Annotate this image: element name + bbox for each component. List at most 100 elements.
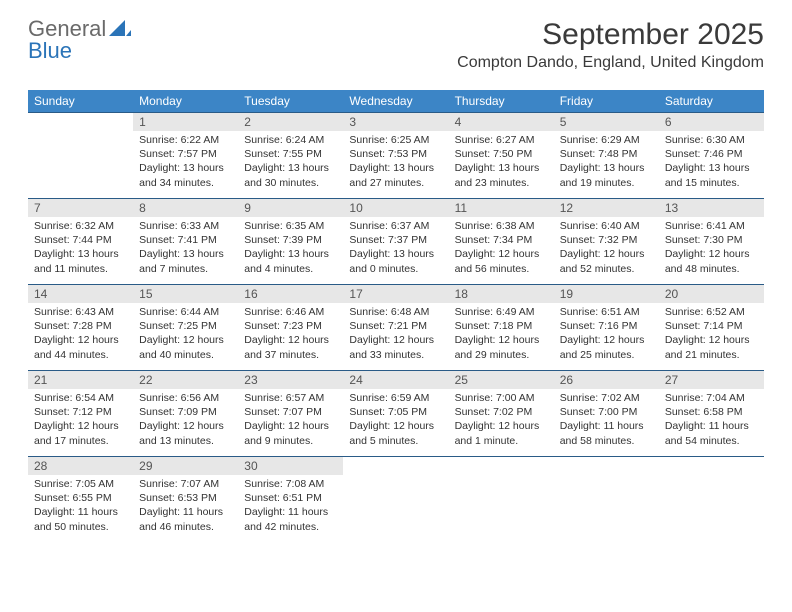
daylight-text: Daylight: 13 hours and 30 minutes.: [244, 161, 337, 189]
sunrise-text: Sunrise: 7:02 AM: [560, 391, 653, 405]
sunset-text: Sunset: 6:51 PM: [244, 491, 337, 505]
day-number: 25: [449, 371, 554, 389]
day-number: 12: [554, 199, 659, 217]
daylight-text: Daylight: 12 hours and 33 minutes.: [349, 333, 442, 361]
sunrise-text: Sunrise: 6:37 AM: [349, 219, 442, 233]
sunrise-text: Sunrise: 6:29 AM: [560, 133, 653, 147]
sunset-text: Sunset: 7:32 PM: [560, 233, 653, 247]
calendar-cell: 1Sunrise: 6:22 AMSunset: 7:57 PMDaylight…: [133, 113, 238, 199]
day-number: 18: [449, 285, 554, 303]
daylight-text: Daylight: 12 hours and 48 minutes.: [665, 247, 758, 275]
calendar-cell: 3Sunrise: 6:25 AMSunset: 7:53 PMDaylight…: [343, 113, 448, 199]
daylight-text: Daylight: 12 hours and 21 minutes.: [665, 333, 758, 361]
calendar-cell: 19Sunrise: 6:51 AMSunset: 7:16 PMDayligh…: [554, 285, 659, 371]
cell-body: Sunrise: 6:33 AMSunset: 7:41 PMDaylight:…: [133, 217, 238, 280]
day-number: 7: [28, 199, 133, 217]
sunset-text: Sunset: 7:34 PM: [455, 233, 548, 247]
daylight-text: Daylight: 13 hours and 23 minutes.: [455, 161, 548, 189]
sunrise-text: Sunrise: 7:00 AM: [455, 391, 548, 405]
day-number: 24: [343, 371, 448, 389]
calendar-cell: 24Sunrise: 6:59 AMSunset: 7:05 PMDayligh…: [343, 371, 448, 457]
cell-body: Sunrise: 6:51 AMSunset: 7:16 PMDaylight:…: [554, 303, 659, 366]
sunrise-text: Sunrise: 6:41 AM: [665, 219, 758, 233]
calendar-cell: 26Sunrise: 7:02 AMSunset: 7:00 PMDayligh…: [554, 371, 659, 457]
sunset-text: Sunset: 7:55 PM: [244, 147, 337, 161]
daylight-text: Daylight: 12 hours and 29 minutes.: [455, 333, 548, 361]
sunset-text: Sunset: 7:05 PM: [349, 405, 442, 419]
day-header: Saturday: [659, 90, 764, 113]
day-header: Tuesday: [238, 90, 343, 113]
sunrise-text: Sunrise: 6:48 AM: [349, 305, 442, 319]
cell-body: Sunrise: 7:02 AMSunset: 7:00 PMDaylight:…: [554, 389, 659, 452]
daylight-text: Daylight: 11 hours and 46 minutes.: [139, 505, 232, 533]
daylight-text: Daylight: 13 hours and 4 minutes.: [244, 247, 337, 275]
cell-body: Sunrise: 6:27 AMSunset: 7:50 PMDaylight:…: [449, 131, 554, 194]
calendar-cell: 11Sunrise: 6:38 AMSunset: 7:34 PMDayligh…: [449, 199, 554, 285]
sunset-text: Sunset: 7:39 PM: [244, 233, 337, 247]
cell-body: Sunrise: 6:35 AMSunset: 7:39 PMDaylight:…: [238, 217, 343, 280]
sunset-text: Sunset: 7:50 PM: [455, 147, 548, 161]
cell-body: Sunrise: 6:41 AMSunset: 7:30 PMDaylight:…: [659, 217, 764, 280]
sunset-text: Sunset: 7:02 PM: [455, 405, 548, 419]
day-number: 17: [343, 285, 448, 303]
sunset-text: Sunset: 7:30 PM: [665, 233, 758, 247]
day-number: 5: [554, 113, 659, 131]
day-number: 15: [133, 285, 238, 303]
calendar-cell: 21Sunrise: 6:54 AMSunset: 7:12 PMDayligh…: [28, 371, 133, 457]
calendar-cell: [28, 113, 133, 199]
calendar-cell: [554, 457, 659, 543]
sunrise-text: Sunrise: 6:43 AM: [34, 305, 127, 319]
cell-body: Sunrise: 6:37 AMSunset: 7:37 PMDaylight:…: [343, 217, 448, 280]
daylight-text: Daylight: 11 hours and 54 minutes.: [665, 419, 758, 447]
day-number: 27: [659, 371, 764, 389]
day-header: Thursday: [449, 90, 554, 113]
calendar-cell: 20Sunrise: 6:52 AMSunset: 7:14 PMDayligh…: [659, 285, 764, 371]
calendar-cell: 7Sunrise: 6:32 AMSunset: 7:44 PMDaylight…: [28, 199, 133, 285]
cell-body: Sunrise: 6:48 AMSunset: 7:21 PMDaylight:…: [343, 303, 448, 366]
sunset-text: Sunset: 7:41 PM: [139, 233, 232, 247]
cell-body: Sunrise: 6:25 AMSunset: 7:53 PMDaylight:…: [343, 131, 448, 194]
day-number: 10: [343, 199, 448, 217]
calendar-cell: [659, 457, 764, 543]
daylight-text: Daylight: 11 hours and 42 minutes.: [244, 505, 337, 533]
cell-body: Sunrise: 6:56 AMSunset: 7:09 PMDaylight:…: [133, 389, 238, 452]
day-number: 30: [238, 457, 343, 475]
day-number: 23: [238, 371, 343, 389]
sunrise-text: Sunrise: 6:57 AM: [244, 391, 337, 405]
calendar-cell: 28Sunrise: 7:05 AMSunset: 6:55 PMDayligh…: [28, 457, 133, 543]
cell-body: Sunrise: 6:32 AMSunset: 7:44 PMDaylight:…: [28, 217, 133, 280]
calendar-cell: 13Sunrise: 6:41 AMSunset: 7:30 PMDayligh…: [659, 199, 764, 285]
calendar-cell: 17Sunrise: 6:48 AMSunset: 7:21 PMDayligh…: [343, 285, 448, 371]
sunset-text: Sunset: 7:23 PM: [244, 319, 337, 333]
sunset-text: Sunset: 7:44 PM: [34, 233, 127, 247]
logo-text-2: Blue: [28, 38, 72, 63]
day-number: 3: [343, 113, 448, 131]
day-header: Sunday: [28, 90, 133, 113]
sunrise-text: Sunrise: 6:52 AM: [665, 305, 758, 319]
calendar-cell: 22Sunrise: 6:56 AMSunset: 7:09 PMDayligh…: [133, 371, 238, 457]
daylight-text: Daylight: 12 hours and 17 minutes.: [34, 419, 127, 447]
sunset-text: Sunset: 7:57 PM: [139, 147, 232, 161]
sunset-text: Sunset: 7:18 PM: [455, 319, 548, 333]
sunset-text: Sunset: 7:09 PM: [139, 405, 232, 419]
calendar-cell: 10Sunrise: 6:37 AMSunset: 7:37 PMDayligh…: [343, 199, 448, 285]
calendar-cell: 9Sunrise: 6:35 AMSunset: 7:39 PMDaylight…: [238, 199, 343, 285]
cell-body: Sunrise: 6:22 AMSunset: 7:57 PMDaylight:…: [133, 131, 238, 194]
daylight-text: Daylight: 13 hours and 0 minutes.: [349, 247, 442, 275]
calendar-cell: [449, 457, 554, 543]
daylight-text: Daylight: 11 hours and 58 minutes.: [560, 419, 653, 447]
cell-body: Sunrise: 6:54 AMSunset: 7:12 PMDaylight:…: [28, 389, 133, 452]
calendar-cell: 8Sunrise: 6:33 AMSunset: 7:41 PMDaylight…: [133, 199, 238, 285]
daylight-text: Daylight: 12 hours and 44 minutes.: [34, 333, 127, 361]
day-number: 16: [238, 285, 343, 303]
calendar-cell: 15Sunrise: 6:44 AMSunset: 7:25 PMDayligh…: [133, 285, 238, 371]
logo-text: General Blue: [28, 18, 131, 62]
sunrise-text: Sunrise: 6:40 AM: [560, 219, 653, 233]
sunset-text: Sunset: 7:14 PM: [665, 319, 758, 333]
cell-body: Sunrise: 6:57 AMSunset: 7:07 PMDaylight:…: [238, 389, 343, 452]
daylight-text: Daylight: 12 hours and 40 minutes.: [139, 333, 232, 361]
sunrise-text: Sunrise: 6:59 AM: [349, 391, 442, 405]
sunrise-text: Sunrise: 7:08 AM: [244, 477, 337, 491]
cell-body: Sunrise: 7:04 AMSunset: 6:58 PMDaylight:…: [659, 389, 764, 452]
sunset-text: Sunset: 7:46 PM: [665, 147, 758, 161]
